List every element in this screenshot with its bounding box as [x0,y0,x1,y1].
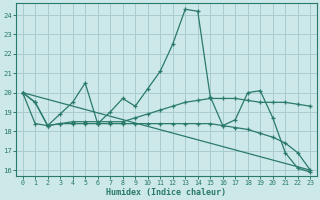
X-axis label: Humidex (Indice chaleur): Humidex (Indice chaleur) [107,188,227,197]
